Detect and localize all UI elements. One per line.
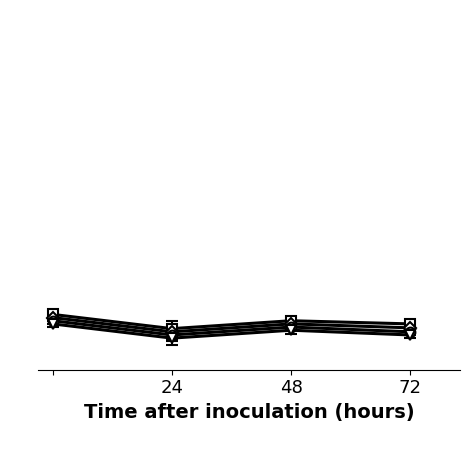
X-axis label: Time after inoculation (hours): Time after inoculation (hours) [83, 403, 414, 422]
